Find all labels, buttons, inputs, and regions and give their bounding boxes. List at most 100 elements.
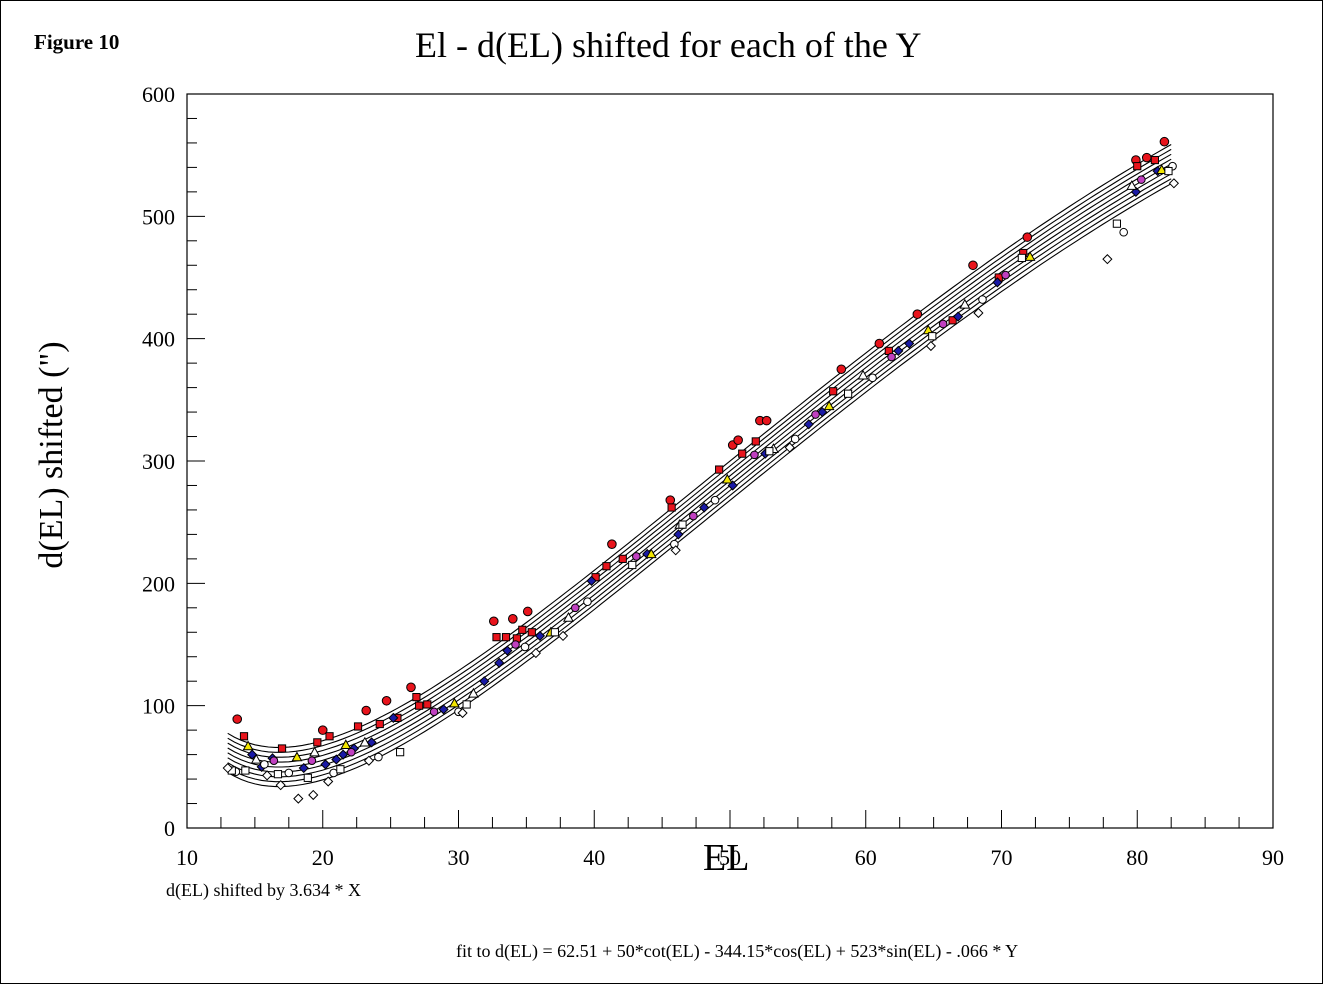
data-point-white-square <box>765 447 774 456</box>
data-point-white-triangle <box>959 298 971 309</box>
data-point-white-triangle <box>309 746 321 757</box>
data-point-yellow-triangle <box>291 751 303 762</box>
data-point-white-square <box>628 560 637 570</box>
y-tick-label: 400 <box>142 327 175 352</box>
data-point-blue-diamond <box>952 311 964 322</box>
data-point-red-circle <box>232 714 243 724</box>
data-point-white-circle <box>374 752 383 762</box>
y-tick-label: 300 <box>142 449 175 474</box>
x-axis-label: EL <box>703 837 750 879</box>
data-point-magenta-circle <box>511 640 520 649</box>
data-point-red-square <box>518 625 527 634</box>
data-point-red-circle <box>508 614 518 624</box>
fit-curve <box>227 178 1172 783</box>
data-point-red-circle <box>761 415 772 426</box>
data-point-white-circle <box>790 434 800 444</box>
data-point-magenta-circle <box>887 352 896 362</box>
data-point-yellow-triangle <box>1024 251 1036 261</box>
data-point-white-square <box>1017 253 1026 263</box>
data-point-blue-diamond <box>992 277 1003 288</box>
data-point-red-square <box>277 744 287 753</box>
data-point-red-square <box>829 387 838 396</box>
data-point-white-square <box>678 520 687 529</box>
data-point-white-diamond <box>222 762 233 774</box>
data-point-red-square <box>667 503 676 512</box>
data-point-white-circle <box>1119 227 1128 237</box>
x-tick-label: 20 <box>312 845 334 870</box>
data-point-yellow-triangle <box>340 739 352 749</box>
data-point-white-square <box>550 628 559 637</box>
y-tick-label: 0 <box>164 816 175 841</box>
data-point-magenta-circle <box>570 603 580 613</box>
x-tick-label: 10 <box>176 845 198 870</box>
fit-curve <box>227 144 1172 748</box>
chart-title: El - d(EL) shifted for each of the Y <box>415 25 922 65</box>
data-point-blue-diamond <box>586 575 597 586</box>
data-point-white-diamond <box>363 755 375 766</box>
data-point-yellow-triangle <box>448 697 460 708</box>
data-point-blue-diamond <box>673 529 684 540</box>
data-point-red-square <box>415 701 424 710</box>
data-point-red-circle <box>1159 136 1170 147</box>
data-point-magenta-circle <box>811 410 820 419</box>
data-point-white-diamond <box>973 307 984 319</box>
fit-curve <box>227 183 1172 788</box>
fit-curve <box>227 163 1172 768</box>
data-point-magenta-circle <box>429 707 439 717</box>
data-point-red-square <box>527 628 536 637</box>
y-tick-label: 200 <box>142 571 175 596</box>
data-point-white-diamond <box>293 793 304 804</box>
data-point-red-circle <box>607 539 617 549</box>
data-point-blue-diamond <box>366 737 377 748</box>
fit-curve <box>227 173 1172 778</box>
data-point-yellow-triangle <box>1156 164 1168 175</box>
data-point-blue-diamond <box>247 749 258 760</box>
data-point-white-square <box>844 389 853 398</box>
data-point-white-square <box>241 766 250 775</box>
data-point-white-circle <box>520 642 530 652</box>
data-point-red-circle <box>522 606 533 617</box>
data-point-white-diamond <box>1168 178 1180 189</box>
data-point-white-triangle <box>359 736 371 747</box>
data-point-red-square <box>1150 155 1159 165</box>
x-tick-label: 90 <box>1262 845 1284 870</box>
data-point-blue-diamond <box>803 419 814 430</box>
fit-curve <box>227 158 1172 763</box>
figure-label: Figure 10 <box>34 30 120 54</box>
data-point-blue-diamond <box>494 657 505 668</box>
data-point-yellow-triangle <box>721 473 733 484</box>
data-point-red-square <box>602 562 611 571</box>
data-point-red-circle <box>317 725 328 735</box>
data-point-red-circle <box>1141 152 1152 163</box>
x-tick-label: 30 <box>448 845 470 870</box>
data-point-red-circle <box>733 435 743 446</box>
data-point-white-circle <box>978 295 987 304</box>
data-point-white-triangle <box>250 753 262 764</box>
data-point-red-circle <box>381 695 392 706</box>
data-point-white-triangle <box>467 687 479 698</box>
data-point-red-square <box>492 633 501 642</box>
data-point-white-circle <box>329 768 338 778</box>
data-point-white-diamond <box>308 789 319 801</box>
data-point-red-square <box>239 732 249 741</box>
data-point-red-circle <box>836 364 847 375</box>
data-point-white-diamond <box>670 545 681 556</box>
data-point-blue-diamond <box>320 759 331 770</box>
data-point-magenta-circle <box>1001 270 1010 280</box>
data-point-blue-diamond <box>1130 186 1141 197</box>
data-point-red-square <box>1133 162 1142 171</box>
x-tick-label: 70 <box>991 845 1013 870</box>
data-point-magenta-circle <box>632 552 641 561</box>
data-point-red-circle <box>968 260 978 271</box>
data-point-red-square <box>751 437 760 446</box>
y-tick-label: 500 <box>142 204 175 229</box>
x-tick-label: 80 <box>1126 845 1148 870</box>
data-point-white-square <box>462 700 471 709</box>
data-point-white-triangle <box>1126 180 1138 190</box>
data-point-white-circle <box>583 597 592 606</box>
data-point-blue-diamond <box>338 749 349 760</box>
data-point-white-diamond <box>275 780 286 791</box>
data-point-blue-diamond <box>699 502 710 513</box>
